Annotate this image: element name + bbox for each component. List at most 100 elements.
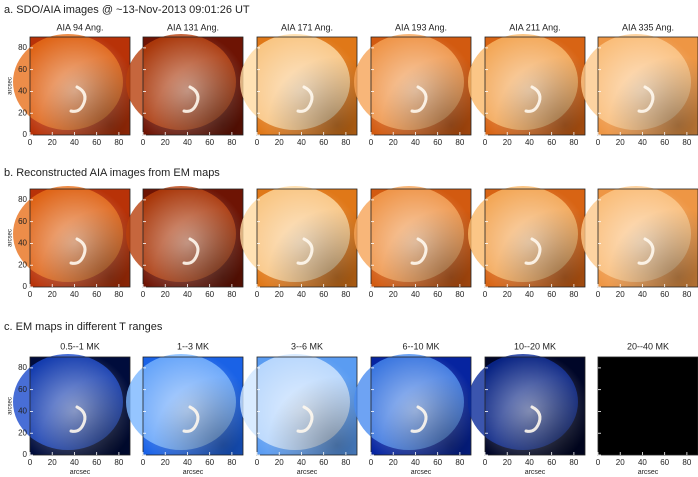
x-tick-label: 0: [369, 290, 374, 299]
image-shade: [30, 37, 130, 135]
image-shade: [371, 37, 471, 135]
x-tick-label: 20: [616, 290, 625, 299]
x-tick-label: 40: [297, 290, 306, 299]
x-tick-label: 20: [161, 290, 170, 299]
panel-title: AIA 193 Ang.: [395, 22, 447, 32]
image-shade: [30, 189, 130, 287]
x-tick-label: 80: [227, 290, 236, 299]
figure: a. SDO/AIA images @ ~13-Nov-2013 09:01:2…: [0, 0, 698, 477]
y-tick-label: 0: [23, 130, 28, 139]
x-tick-label: 20: [503, 290, 512, 299]
x-tick-label: 20: [48, 290, 57, 299]
x-tick-label: 80: [114, 138, 123, 147]
x-tick-label: 60: [205, 138, 214, 147]
x-tick-label: 60: [433, 458, 442, 467]
y-tick-label: 20: [18, 260, 27, 269]
x-tick-label: 60: [660, 458, 669, 467]
x-tick-label: 0: [141, 138, 146, 147]
x-axis-label: arcsec: [70, 469, 91, 476]
x-tick-label: 60: [319, 458, 328, 467]
x-tick-label: 0: [141, 290, 146, 299]
y-tick-label: 60: [18, 217, 27, 226]
panel-title: 0.5--1 MK: [60, 341, 100, 351]
panel-title: AIA 335 Ang.: [622, 22, 674, 32]
y-tick-label: 40: [18, 239, 27, 248]
image-shade: [30, 357, 130, 455]
x-tick-label: 40: [183, 458, 192, 467]
x-tick-label: 40: [70, 290, 79, 299]
x-tick-label: 80: [341, 138, 350, 147]
x-tick-label: 0: [28, 458, 33, 467]
image-shade: [485, 189, 585, 287]
x-tick-label: 0: [483, 290, 488, 299]
image-shade: [257, 357, 357, 455]
x-tick-label: 20: [616, 458, 625, 467]
x-tick-label: 20: [275, 458, 284, 467]
x-tick-label: 40: [70, 138, 79, 147]
x-tick-label: 80: [455, 138, 464, 147]
x-tick-label: 0: [255, 458, 260, 467]
x-tick-label: 80: [114, 290, 123, 299]
y-tick-label: 20: [18, 108, 27, 117]
image-base: [598, 357, 698, 455]
x-tick-label: 0: [596, 290, 601, 299]
image-shade: [598, 189, 698, 287]
x-tick-label: 60: [660, 138, 669, 147]
y-tick-label: 80: [18, 195, 27, 204]
x-tick-label: 60: [205, 458, 214, 467]
x-tick-label: 0: [483, 458, 488, 467]
x-tick-label: 60: [547, 138, 556, 147]
x-tick-label: 0: [255, 290, 260, 299]
image-shade: [143, 189, 243, 287]
x-tick-label: 80: [227, 458, 236, 467]
x-tick-label: 20: [275, 290, 284, 299]
y-tick-label: 40: [18, 407, 27, 416]
y-tick-label: 40: [18, 87, 27, 96]
x-axis-label: arcsec: [525, 469, 546, 476]
x-tick-label: 20: [616, 138, 625, 147]
row-title: a. SDO/AIA images @ ~13-Nov-2013 09:01:2…: [4, 4, 250, 16]
x-tick-label: 40: [183, 290, 192, 299]
y-tick-label: 60: [18, 65, 27, 74]
x-tick-label: 40: [525, 138, 534, 147]
row-title: c. EM maps in different T ranges: [4, 321, 163, 333]
x-tick-label: 0: [483, 138, 488, 147]
y-tick-label: 80: [18, 363, 27, 372]
x-tick-label: 60: [92, 138, 101, 147]
x-tick-label: 40: [638, 290, 647, 299]
image-shade: [371, 357, 471, 455]
x-tick-label: 0: [369, 458, 374, 467]
x-tick-label: 0: [255, 138, 260, 147]
x-axis-label: arcsec: [297, 469, 318, 476]
x-tick-label: 60: [433, 290, 442, 299]
image-shade: [257, 189, 357, 287]
x-tick-label: 80: [569, 458, 578, 467]
x-tick-label: 80: [569, 138, 578, 147]
x-tick-label: 20: [275, 138, 284, 147]
row-title: b. Reconstructed AIA images from EM maps: [4, 167, 220, 179]
x-tick-label: 80: [455, 458, 464, 467]
x-tick-label: 60: [205, 290, 214, 299]
x-tick-label: 80: [341, 290, 350, 299]
y-tick-label: 0: [23, 450, 28, 459]
x-tick-label: 40: [525, 458, 534, 467]
y-tick-label: 0: [23, 282, 28, 291]
panel-title: AIA 171 Ang.: [281, 22, 333, 32]
x-tick-label: 0: [596, 138, 601, 147]
x-tick-label: 40: [638, 138, 647, 147]
y-axis-label: arcsec: [8, 397, 14, 415]
x-tick-label: 20: [161, 458, 170, 467]
y-tick-label: 20: [18, 428, 27, 437]
panel-title: AIA 211 Ang.: [509, 22, 560, 32]
image-shade: [485, 357, 585, 455]
panel-title: AIA 94 Ang.: [56, 22, 103, 32]
panel-title: 1--3 MK: [177, 341, 209, 351]
x-tick-label: 0: [141, 458, 146, 467]
y-tick-label: 60: [18, 385, 27, 394]
image-shade: [143, 37, 243, 135]
x-tick-label: 60: [92, 290, 101, 299]
y-tick-label: 80: [18, 43, 27, 52]
x-tick-label: 40: [525, 290, 534, 299]
x-axis-label: arcsec: [411, 469, 432, 476]
x-tick-label: 60: [660, 290, 669, 299]
